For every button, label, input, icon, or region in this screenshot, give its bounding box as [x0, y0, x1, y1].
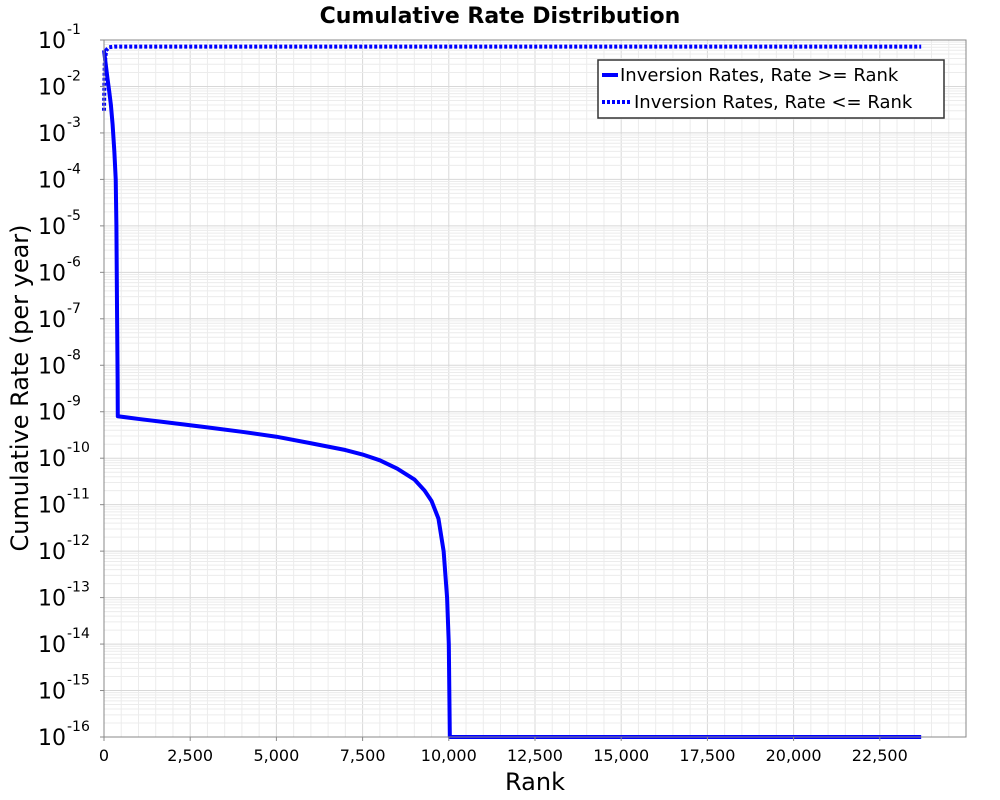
y-tick-label-base: 10: [38, 401, 66, 426]
x-tick-label: 2,500: [167, 746, 213, 765]
y-tick-label-base: 10: [38, 587, 66, 612]
y-tick-label-base: 10: [38, 540, 66, 565]
legend-entry-rate-ge-rank: Inversion Rates, Rate >= Rank: [620, 65, 899, 86]
y-tick-label-exponent: -12: [67, 533, 90, 549]
y-tick-label-exponent: -15: [67, 673, 90, 689]
y-tick-label-exponent: -4: [67, 161, 81, 177]
y-tick-label-exponent: -5: [67, 208, 81, 224]
x-tick-label: 7,500: [340, 746, 386, 765]
x-tick-label: 17,500: [679, 746, 735, 765]
x-tick-label: 0: [99, 746, 109, 765]
x-tick-label: 20,000: [766, 746, 822, 765]
series-lines: [102, 44, 922, 739]
y-tick-label-exponent: -7: [67, 301, 81, 317]
y-axis-ticks: 10 -110 -210 -310 -410 -510 -610 -710 -810 -910 -1…: [38, 22, 104, 751]
y-tick-label-exponent: -2: [67, 68, 81, 84]
y-tick-label-exponent: -11: [67, 487, 90, 503]
y-tick-label-exponent: -16: [67, 719, 90, 735]
y-tick-label-base: 10: [38, 354, 66, 379]
y-tick-label-base: 10: [38, 75, 66, 100]
y-tick-label-exponent: -14: [67, 626, 90, 642]
x-tick-label: 22,500: [852, 746, 908, 765]
y-axis-label: Cumulative Rate (per year): [6, 224, 34, 551]
y-tick-label-base: 10: [38, 122, 66, 147]
y-tick-label-base: 10: [38, 261, 66, 286]
y-tick-label-base: 10: [38, 215, 66, 240]
y-tick-label-base: 10: [38, 29, 66, 54]
y-tick-label-base: 10: [38, 726, 66, 751]
y-tick-label-exponent: -8: [67, 347, 81, 363]
y-tick-label-exponent: -13: [67, 580, 90, 596]
y-tick-label-exponent: -10: [67, 440, 90, 456]
y-tick-label-base: 10: [38, 168, 66, 193]
legend-entry-rate-le-rank: Inversion Rates, Rate <= Rank: [634, 92, 913, 113]
x-axis-ticks: 0 2,500 5,000 7,500 10,000 12,500 15,000 17,500…: [99, 737, 908, 765]
y-tick-label-exponent: -1: [67, 22, 81, 38]
x-tick-label: 15,000: [593, 746, 649, 765]
x-tick-label: 10,000: [421, 746, 477, 765]
y-tick-label-base: 10: [38, 308, 66, 333]
x-tick-label: 12,500: [507, 746, 563, 765]
series-line-rate-le-rank: [102, 44, 922, 111]
x-tick-label: 5,000: [253, 746, 299, 765]
y-tick-label-base: 10: [38, 447, 66, 472]
y-tick-label-base: 10: [38, 494, 66, 519]
y-tick-label-exponent: -6: [67, 254, 81, 270]
y-tick-label-base: 10: [38, 680, 66, 705]
x-axis-label: Rank: [505, 768, 565, 796]
chart-title: Cumulative Rate Distribution: [320, 4, 681, 29]
y-tick-label-exponent: -9: [67, 394, 81, 410]
y-tick-label-exponent: -3: [67, 115, 81, 131]
series-line-rate-ge-rank: [102, 50, 922, 739]
legend: Inversion Rates, Rate >= Rank Inversion …: [597, 59, 945, 119]
plot-area: [102, 39, 967, 739]
y-tick-label-base: 10: [38, 633, 66, 658]
